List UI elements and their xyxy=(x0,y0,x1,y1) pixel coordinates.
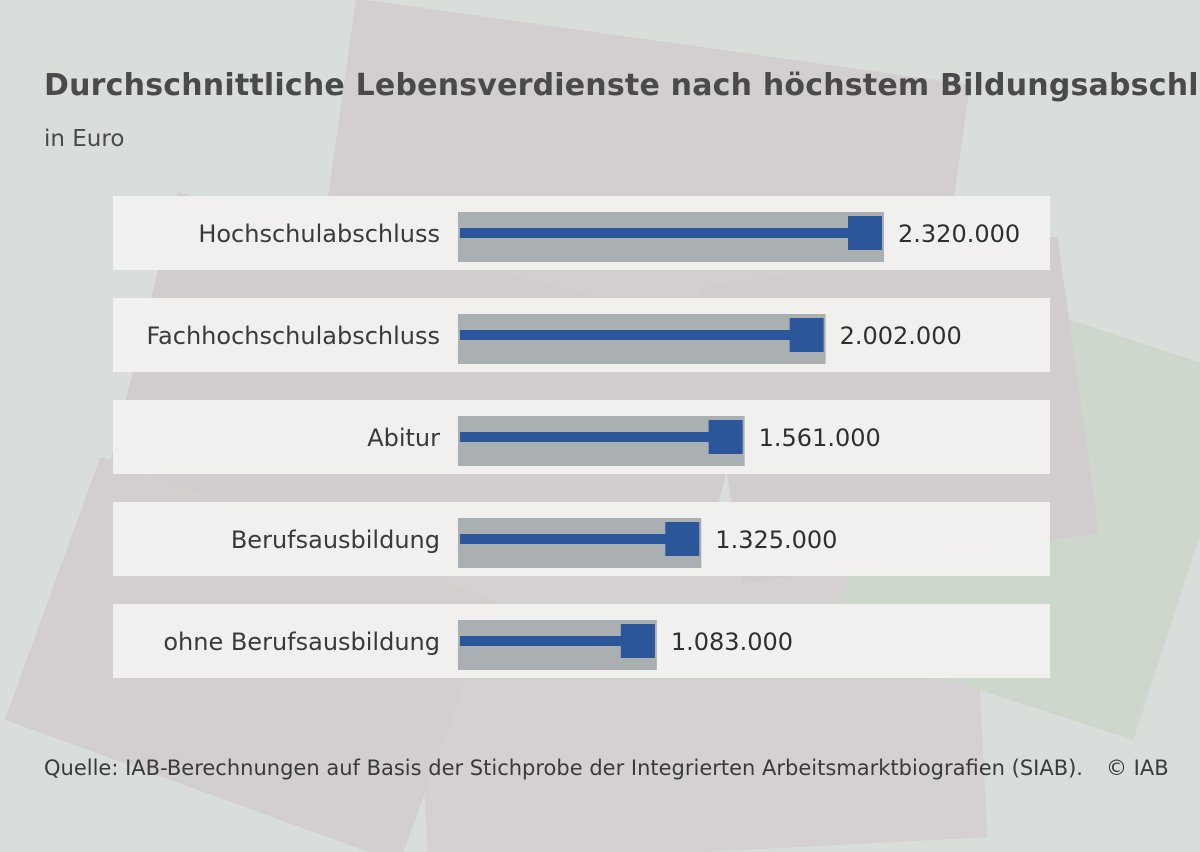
category-label: ohne Berufsausbildung xyxy=(163,628,440,656)
bar xyxy=(460,228,866,238)
bar-cap xyxy=(848,216,882,250)
source-note: Quelle: IAB-Berechnungen auf Basis der S… xyxy=(44,756,1083,780)
value-label: 1.561.000 xyxy=(759,424,881,452)
chart-subtitle: in Euro xyxy=(44,126,125,152)
chart-title: Durchschnittliche Lebensverdienste nach … xyxy=(44,68,1200,103)
bar-cap xyxy=(665,522,700,556)
value-label: 2.002.000 xyxy=(840,322,962,350)
copyright-note: © IAB xyxy=(1106,756,1169,780)
bar xyxy=(460,636,639,646)
category-label: Abitur xyxy=(367,424,440,452)
value-label: 1.325.000 xyxy=(715,526,837,554)
bar xyxy=(460,534,684,544)
category-label: Berufsausbildung xyxy=(231,526,440,554)
value-label: 1.083.000 xyxy=(671,628,793,656)
category-label: Fachhochschulabschluss xyxy=(146,322,440,350)
bar-cap xyxy=(620,624,655,658)
bar-cap xyxy=(789,318,824,352)
bar-cap xyxy=(708,420,743,454)
bar xyxy=(460,330,808,340)
category-label: Hochschulabschluss xyxy=(198,220,440,248)
value-label: 2.320.000 xyxy=(898,220,1020,248)
bar xyxy=(460,432,727,442)
